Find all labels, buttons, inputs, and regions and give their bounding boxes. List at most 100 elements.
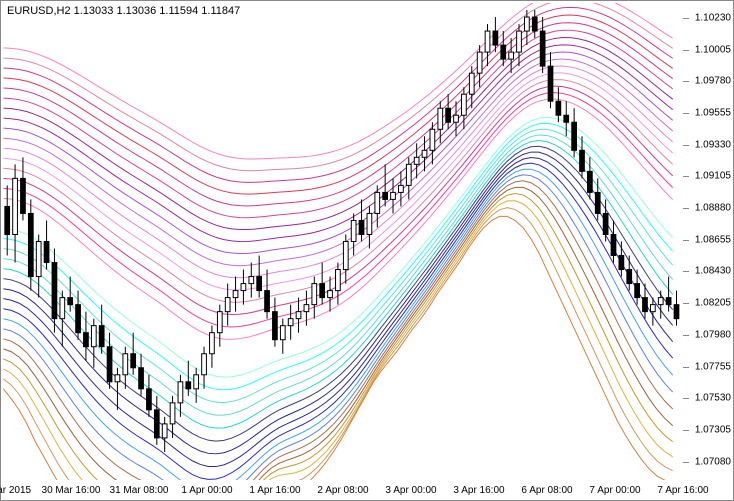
candle-body [556,101,561,115]
x-label: 7 Apr 00:00 [589,485,640,496]
y-tick [683,462,689,463]
y-tick [683,271,689,272]
y-tick [683,18,689,19]
candle-body [210,333,215,354]
candle-body [186,382,191,389]
ma-line [3,15,672,194]
candle-body [391,192,396,199]
x-label: 31 Mar 08:00 [110,485,169,496]
candle-body [501,45,506,59]
candle-body [383,192,388,199]
candle-body [674,305,679,319]
y-label: 1.07530 [695,393,731,404]
candle-body [517,31,522,52]
candle-body [540,31,545,66]
candle-body [619,256,624,270]
candle-body [13,178,18,234]
ma-line [3,123,672,390]
candle-body [257,277,262,291]
y-label: 1.07980 [695,329,731,340]
candle-body [91,326,96,347]
y-tick [683,113,689,114]
y-tick [683,303,689,304]
candle-body [5,206,10,234]
y-tick [683,430,689,431]
candle-body [328,291,333,298]
candle-body [280,326,285,340]
x-label: 6 Apr 08:00 [521,485,572,496]
candle-body [36,242,41,277]
candle-body [115,375,120,382]
y-tick [683,335,689,336]
y-label: 1.10005 [695,44,731,55]
y-tick [683,240,689,241]
candle-body [627,270,632,284]
candle-body [312,284,317,305]
candle-body [375,192,380,213]
x-label: 7 Apr 16:00 [657,485,708,496]
candle-body [170,403,175,424]
y-tick [683,208,689,209]
candle-body [84,333,89,347]
candle-body [406,164,411,185]
candle-body [548,66,553,101]
chart-container: EURUSD,H2 1.13033 1.13036 1.11594 1.1184… [0,0,734,501]
x-label: 1 Apr 16:00 [249,485,300,496]
candle-body [454,115,459,122]
candle-body [194,375,199,389]
chart-svg [3,3,681,480]
candle-body [320,284,325,298]
candle-body [611,234,616,255]
y-tick [683,176,689,177]
candle-body [651,305,656,312]
candle-body [532,17,537,31]
candle-body [304,305,309,312]
candle-body [343,242,348,270]
candle-body [367,213,372,234]
candle-body [336,270,341,291]
candle-body [225,298,230,312]
candle-body [430,129,435,150]
candle-body [485,31,490,52]
candle-body [525,17,530,31]
candle-body [123,354,128,375]
candle-body [477,52,482,73]
ma-line [3,73,672,290]
plot-area[interactable] [3,3,681,480]
candle-body [249,277,254,284]
candle-body [446,108,451,122]
candle-body [107,347,112,382]
candle-body [635,284,640,298]
y-label: 1.10230 [695,12,731,23]
candle-body [52,263,57,319]
candle-body [351,220,356,241]
candle-body [265,291,270,312]
candle-body [76,305,81,333]
y-label: 1.07755 [695,361,731,372]
ma-line [3,23,672,206]
x-label: 2 Apr 08:00 [317,485,368,496]
candle-body [493,31,498,45]
y-tick [683,367,689,368]
candle-body [595,192,600,213]
y-tick [683,81,689,82]
y-label: 1.07305 [695,424,731,435]
candle-body [462,94,467,115]
y-label: 1.09330 [695,139,731,150]
candle-body [60,298,65,319]
y-label: 1.09105 [695,171,731,182]
candle-body [643,298,648,312]
candle-body [139,368,144,389]
y-tick [683,398,689,399]
candle-body [44,242,49,263]
candle-body [68,298,73,305]
candle-body [99,326,104,347]
candle-body [217,312,222,333]
y-axis: 1.070801.073051.075301.077551.079801.082… [681,1,733,480]
x-label: 3 Apr 16:00 [453,485,504,496]
candle-body [564,115,569,122]
candle-body [28,213,33,276]
candle-body [422,150,427,157]
candle-body [658,298,663,305]
x-label: 3 Apr 00:00 [385,485,436,496]
